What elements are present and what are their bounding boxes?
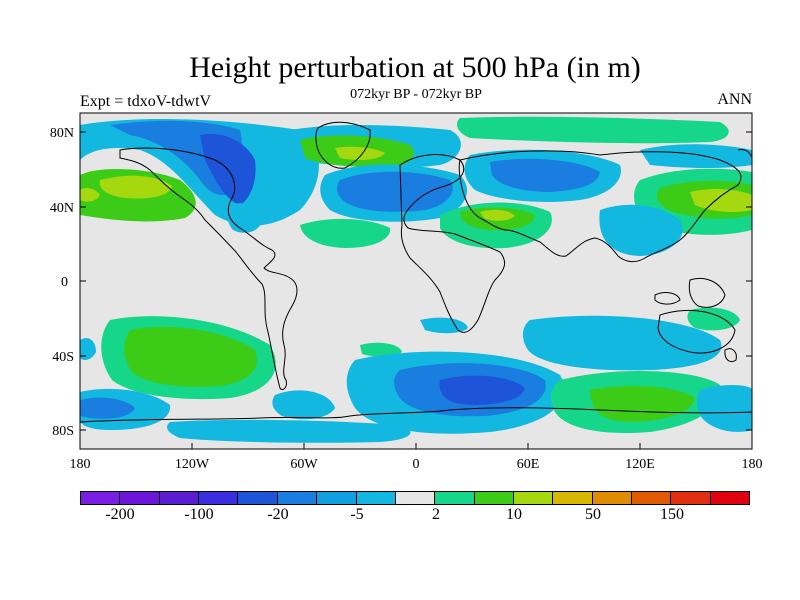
colorbar-segment <box>474 492 514 504</box>
contour-fill <box>640 144 752 169</box>
lon-tick-label: 180 <box>742 457 763 472</box>
lon-tick-label: 60W <box>290 457 318 472</box>
colorbar-segment <box>159 492 200 504</box>
plot-subtitle: 072kyr BP - 072kyr BP <box>350 87 482 102</box>
colorbar-label: -200 <box>105 506 135 523</box>
colorbar-label: -100 <box>184 506 214 523</box>
colorbar-segment <box>513 492 554 504</box>
contour-fill <box>80 397 135 419</box>
colorbar-segment <box>317 492 357 504</box>
contour-fill <box>590 385 695 422</box>
colorbar-segment <box>632 492 672 504</box>
colorbar-segment <box>356 492 396 504</box>
contour-fill <box>480 209 515 221</box>
colorbar-label: -5 <box>350 506 364 523</box>
contour-fill <box>80 187 100 202</box>
colorbar <box>80 491 750 505</box>
contour-fill <box>272 390 335 420</box>
lat-tick-label: 0 <box>61 275 68 290</box>
contour-field <box>80 113 752 449</box>
experiment-label: Expt = tdxoV-tdwtV <box>80 93 212 110</box>
colorbar-segment <box>435 492 475 504</box>
contour-fill <box>439 375 525 405</box>
contour-fill <box>337 171 453 212</box>
contour-fill <box>599 204 683 256</box>
colorbar-segment <box>395 492 436 504</box>
lat-tick-label: 40N <box>50 201 74 216</box>
lat-tick-labels: 80N 40N 0 40S 80S <box>50 126 74 439</box>
colorbar-segment <box>277 492 318 504</box>
contour-fill <box>80 338 96 360</box>
contour-fill <box>697 385 752 432</box>
lon-tick-label: 60E <box>517 457 540 472</box>
contour-fill <box>360 342 402 357</box>
contour-fill <box>124 326 257 387</box>
contour-fill <box>420 317 468 334</box>
lon-tick-label: 0 <box>413 457 420 472</box>
colorbar-segment <box>592 492 633 504</box>
lat-tick-label: 80N <box>50 126 74 141</box>
contour-fill <box>687 307 740 331</box>
lat-tick-label: 40S <box>52 350 74 365</box>
contour-fill <box>690 188 752 213</box>
contour-fill <box>490 158 600 192</box>
colorbar-label: 10 <box>506 506 522 523</box>
colorbar-label: 150 <box>660 506 684 523</box>
contour-fill <box>99 175 172 199</box>
colorbar-label: -20 <box>267 506 289 523</box>
colorbar-segment <box>238 492 278 504</box>
colorbar-segment <box>671 492 711 504</box>
contour-fill <box>457 116 729 144</box>
colorbar-label: 2 <box>432 506 440 523</box>
contour-fill <box>335 146 385 161</box>
season-label: ANN <box>717 91 752 108</box>
lon-tick-label: 180 <box>70 457 91 472</box>
colorbar-segment <box>81 492 121 504</box>
colorbar-segment <box>553 492 593 504</box>
plot-title: Height perturbation at 500 hPa (in m) <box>189 51 641 84</box>
contour-fill <box>522 315 722 371</box>
colorbar-segment <box>199 492 239 504</box>
lon-tick-label: 120E <box>625 457 655 472</box>
colorbar-segment <box>120 492 160 504</box>
colorbar-segment <box>710 492 750 504</box>
lat-tick-label: 80S <box>52 424 74 439</box>
contour-fill <box>167 419 411 443</box>
colorbar-label: 50 <box>585 506 601 523</box>
lon-tick-labels: 180 120W 60W 0 60E 120E 180 <box>70 457 763 472</box>
contour-fill <box>300 218 391 248</box>
coastlines <box>80 121 752 423</box>
axis-ticks <box>79 131 753 449</box>
lon-tick-label: 120W <box>175 457 210 472</box>
